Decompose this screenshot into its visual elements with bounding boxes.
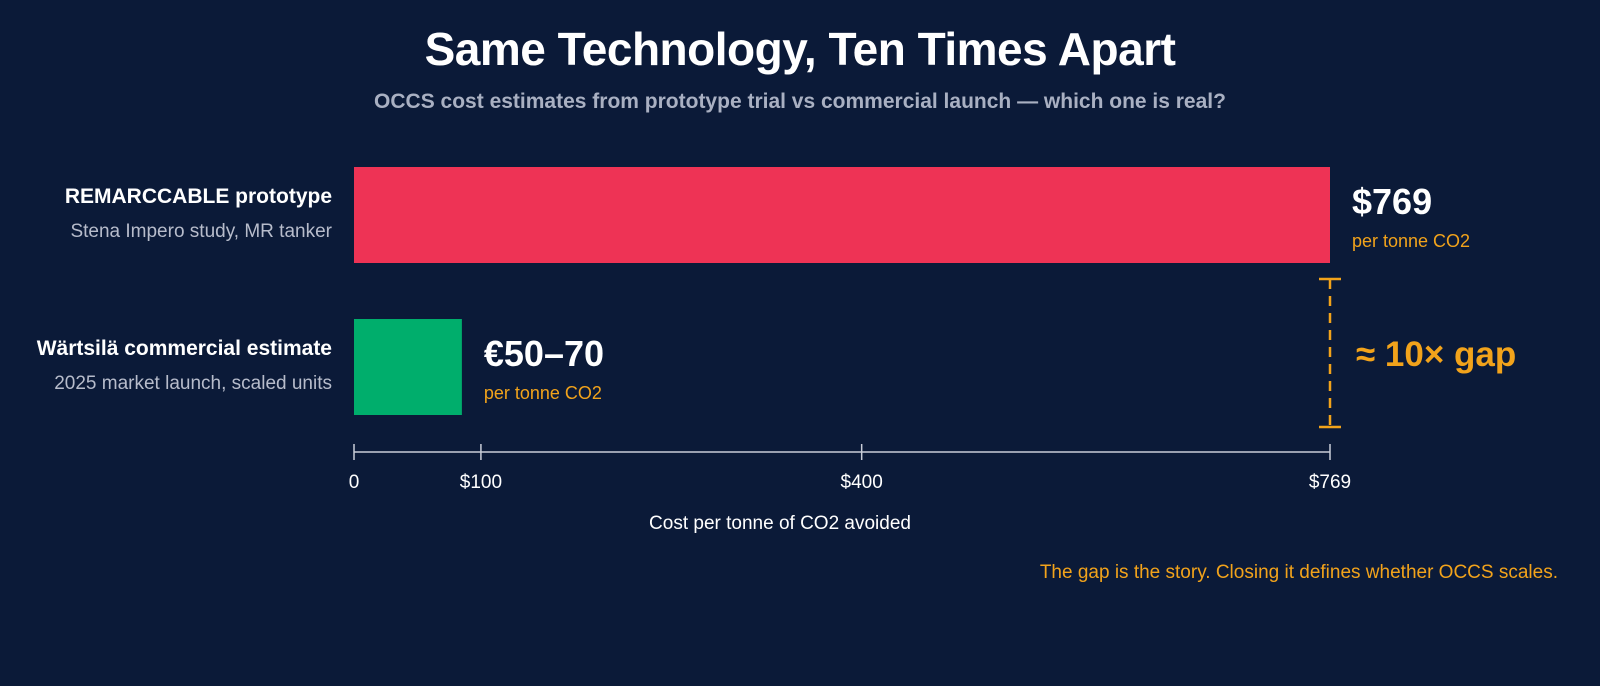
x-tick-label: $100 (460, 472, 502, 493)
bar-1 (354, 319, 462, 415)
category-label: REMARCCABLE prototype (65, 185, 332, 208)
chart-title: Same Technology, Ten Times Apart (424, 23, 1176, 75)
footnote: The gap is the story. Closing it defines… (1039, 562, 1558, 583)
value-label: €50–70 (484, 333, 604, 374)
category-sublabel: 2025 market launch, scaled units (54, 373, 332, 394)
x-axis-label: Cost per tonne of CO2 avoided (649, 513, 911, 534)
gap-annotation: ≈ 10× gap (1356, 335, 1516, 374)
x-tick-label: 0 (349, 472, 360, 493)
value-unit-label: per tonne CO2 (484, 383, 602, 403)
x-tick-label: $769 (1309, 472, 1351, 493)
value-label: $769 (1352, 181, 1432, 222)
value-unit-label: per tonne CO2 (1352, 231, 1470, 251)
category-label: Wärtsilä commercial estimate (37, 337, 332, 360)
bar-0 (354, 167, 1330, 263)
category-sublabel: Stena Impero study, MR tanker (70, 221, 332, 242)
chart-subtitle: OCCS cost estimates from prototype trial… (374, 90, 1226, 113)
x-tick-label: $400 (841, 472, 883, 493)
